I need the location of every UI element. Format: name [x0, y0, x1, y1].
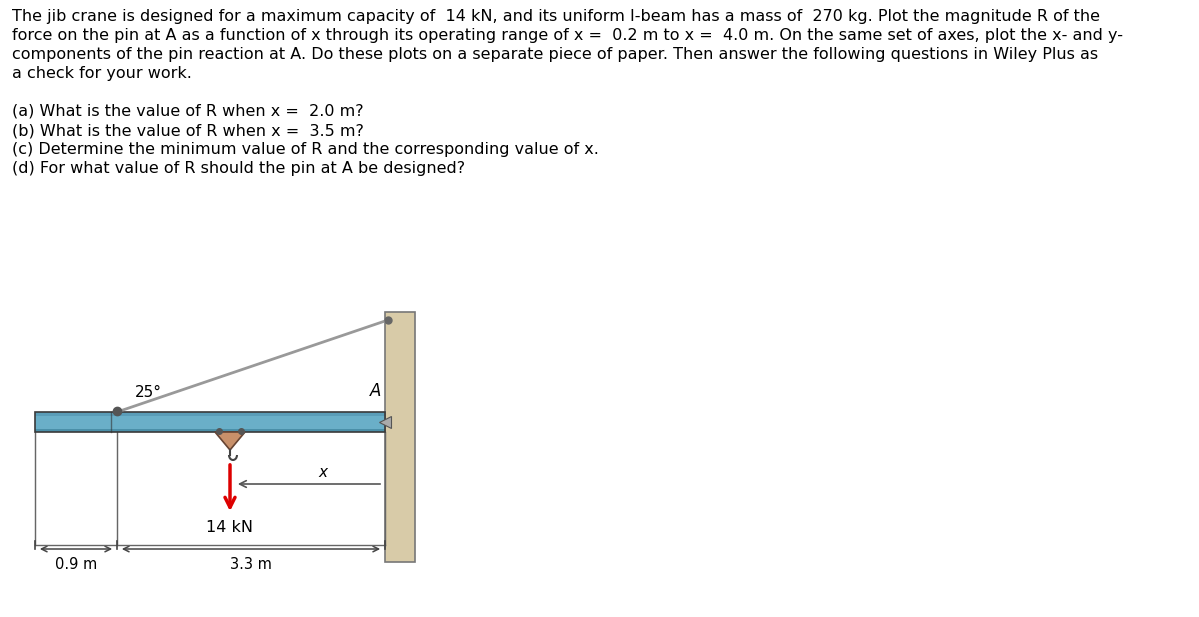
Bar: [35, 412, 385, 415]
Bar: [35, 412, 385, 432]
Bar: [385, 312, 415, 562]
Text: components of the pin reaction at A. Do these plots on a separate piece of paper: components of the pin reaction at A. Do …: [12, 47, 1098, 62]
Text: force on the pin at A as a function of x through its operating range of x =  0.2: force on the pin at A as a function of x…: [12, 28, 1123, 43]
Text: A: A: [369, 382, 381, 400]
Text: (d) For what value of R should the pin at A be designed?: (d) For what value of R should the pin a…: [12, 161, 465, 176]
Text: (c) Determine the minimum value of R and the corresponding value of x.: (c) Determine the minimum value of R and…: [12, 142, 598, 157]
Polygon shape: [215, 432, 245, 450]
Bar: [35, 412, 385, 432]
Text: (a) What is the value of R when x =  2.0 m?: (a) What is the value of R when x = 2.0 …: [12, 104, 363, 119]
Text: x: x: [319, 465, 327, 480]
Text: 14 kN: 14 kN: [206, 520, 253, 535]
Text: 3.3 m: 3.3 m: [230, 557, 272, 572]
Text: 25°: 25°: [135, 385, 162, 400]
Text: (b) What is the value of R when x =  3.5 m?: (b) What is the value of R when x = 3.5 …: [12, 123, 363, 138]
Text: a check for your work.: a check for your work.: [12, 66, 192, 81]
Text: 0.9 m: 0.9 m: [55, 557, 97, 572]
Bar: [35, 428, 385, 432]
Text: The jib crane is designed for a maximum capacity of  14 kN, and its uniform I-be: The jib crane is designed for a maximum …: [12, 9, 1099, 24]
